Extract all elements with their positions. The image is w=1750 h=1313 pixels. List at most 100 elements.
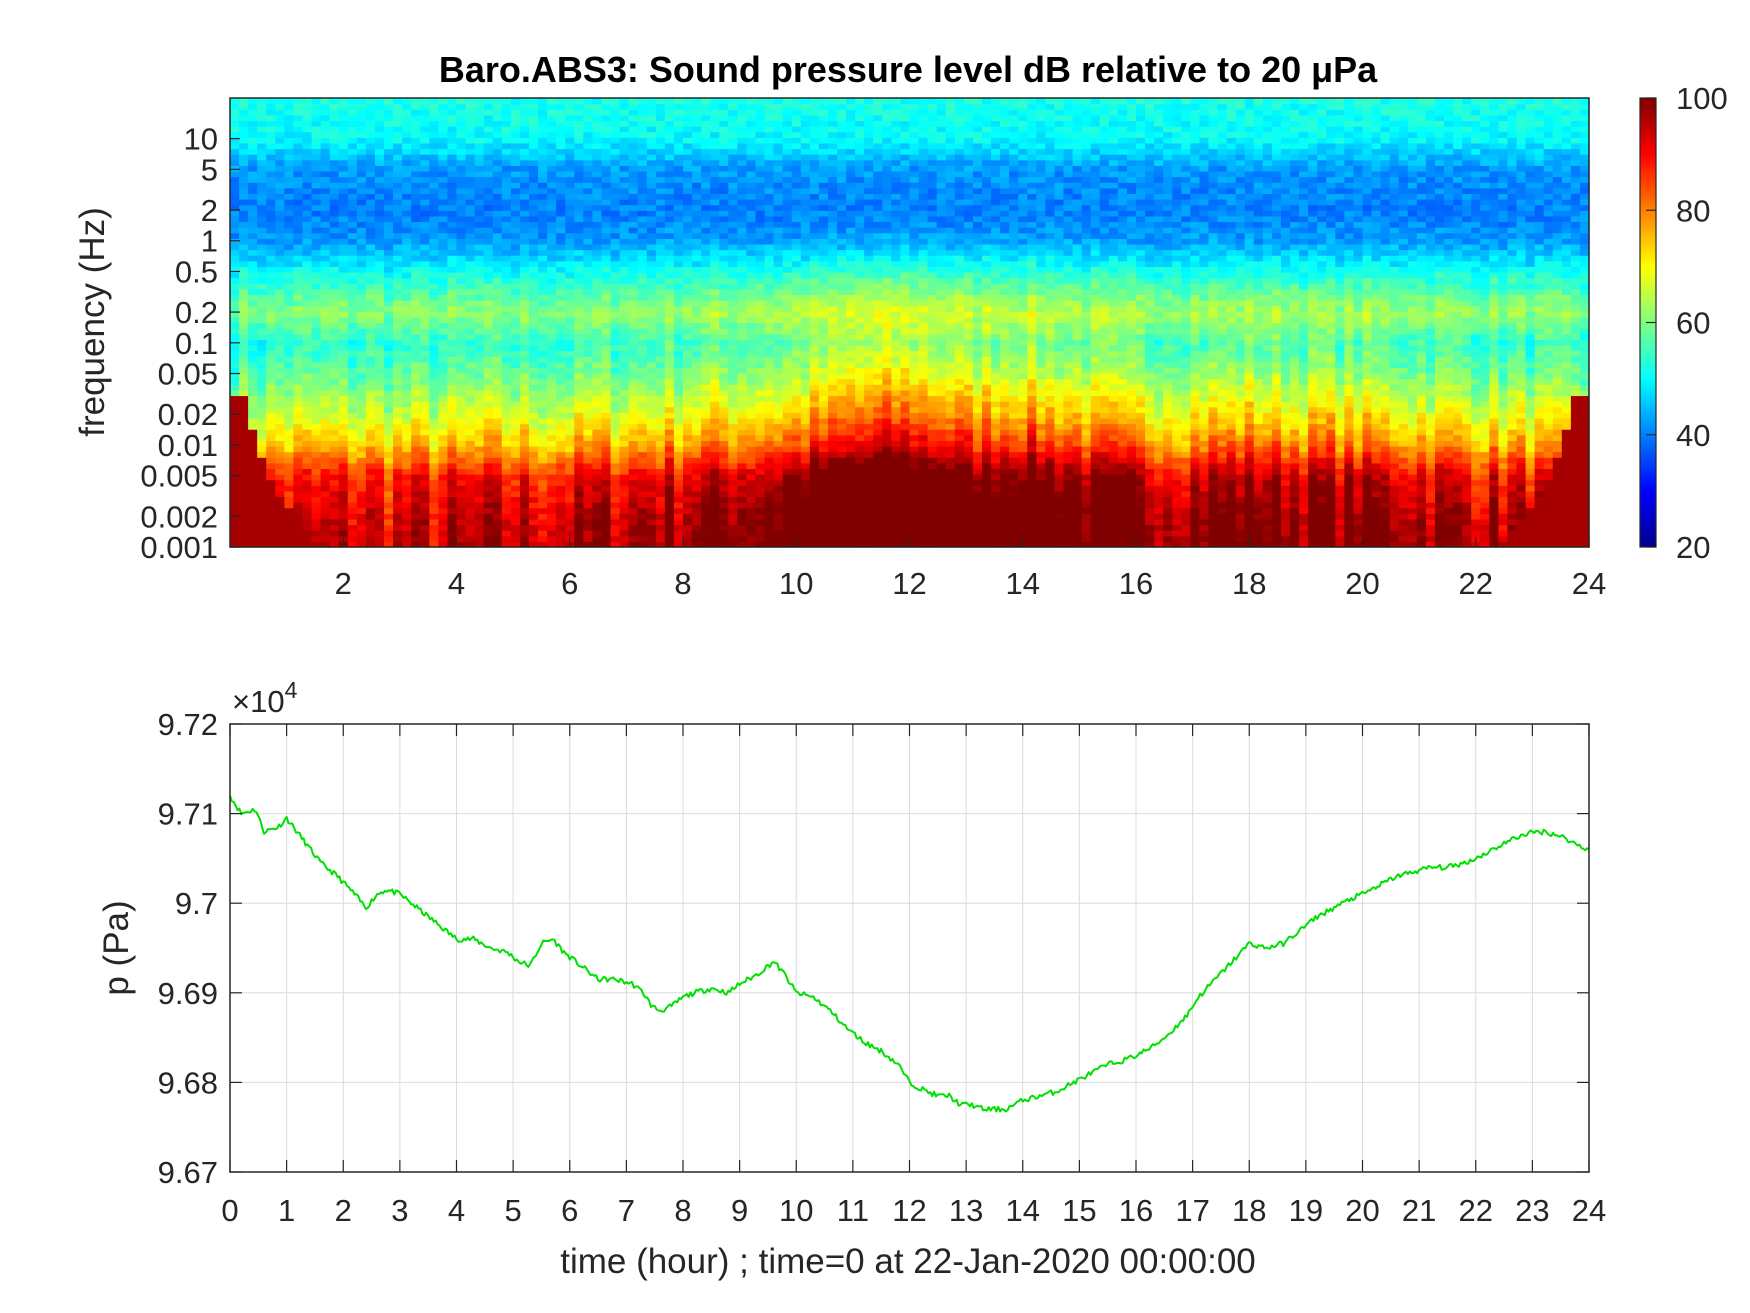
heatmap-cell	[374, 148, 385, 155]
heatmap-cell	[483, 271, 494, 279]
heatmap-cell	[565, 344, 575, 352]
heatmap-cell	[773, 300, 784, 307]
heatmap-cell	[601, 350, 612, 357]
heatmap-cell	[601, 120, 612, 127]
heatmap-cell	[230, 356, 240, 363]
heatmap-cell	[646, 541, 657, 548]
heatmap-cell	[610, 333, 621, 340]
heatmap-cell	[411, 266, 421, 273]
heatmap-cell	[565, 513, 575, 520]
heatmap-cell	[719, 401, 729, 408]
heatmap-cell	[601, 434, 612, 441]
heatmap-cell	[492, 462, 503, 470]
heatmap-cell	[248, 440, 258, 447]
heatmap-cell	[365, 249, 376, 256]
heatmap-cell	[565, 406, 575, 413]
heatmap-cell	[266, 103, 276, 110]
heatmap-cell	[465, 114, 476, 122]
heatmap-cell	[501, 232, 512, 239]
heatmap-cell	[257, 283, 267, 290]
heatmap-cell	[257, 232, 267, 239]
heatmap-cell	[302, 518, 313, 526]
heatmap-cell	[429, 457, 439, 464]
heatmap-cell	[710, 159, 720, 166]
heatmap-cell	[601, 165, 612, 172]
heatmap-cell	[764, 541, 775, 548]
heatmap-cell	[347, 530, 358, 537]
heatmap-cell	[275, 238, 285, 245]
heatmap-cell	[420, 126, 430, 133]
heatmap-cell	[356, 182, 367, 189]
heatmap-cell	[637, 243, 648, 251]
heatmap-cell	[755, 328, 766, 335]
heatmap-cell	[692, 530, 702, 537]
heatmap-cell	[683, 361, 693, 368]
heatmap-cell	[402, 137, 412, 144]
heatmap-cell	[411, 328, 421, 335]
heatmap-cell	[402, 524, 412, 531]
heatmap-cell	[619, 182, 630, 189]
heatmap-cell	[619, 316, 630, 324]
heatmap-cell	[492, 406, 503, 413]
heatmap-cell	[257, 457, 267, 464]
heatmap-cell	[501, 131, 512, 138]
heatmap-cell	[329, 339, 340, 346]
heatmap-cell	[338, 165, 349, 172]
heatmap-cell	[402, 283, 412, 290]
heatmap-cell	[239, 401, 249, 408]
heatmap-cell	[257, 255, 267, 262]
heatmap-cell	[320, 530, 331, 537]
heatmap-cell	[510, 255, 521, 262]
heatmap-cell	[447, 215, 458, 223]
heatmap-cell	[257, 221, 267, 228]
heatmap-cell	[692, 120, 702, 127]
heatmap-cell	[465, 434, 476, 441]
heatmap-cell	[338, 468, 349, 475]
heatmap-cell	[393, 109, 403, 116]
heatmap-cell	[728, 434, 738, 441]
heatmap-cell	[737, 350, 748, 357]
heatmap-cell	[710, 479, 720, 486]
heatmap-cell	[719, 356, 729, 363]
heatmap-cell	[474, 373, 485, 380]
heatmap-cell	[447, 440, 458, 447]
heatmap-cell	[574, 148, 584, 155]
heatmap-cell	[311, 423, 322, 430]
heatmap-cell	[719, 479, 729, 486]
heatmap-cell	[338, 333, 349, 340]
heatmap-cell	[302, 260, 313, 267]
heatmap-cell	[266, 479, 276, 486]
heatmap-cell	[583, 530, 593, 537]
heatmap-cell	[628, 316, 639, 324]
heatmap-cell	[284, 232, 295, 239]
heatmap-cell	[230, 137, 240, 144]
heatmap-cell	[266, 401, 276, 408]
heatmap-cell	[619, 277, 630, 284]
heatmap-cell	[574, 238, 584, 245]
heatmap-cell	[266, 215, 276, 223]
heatmap-cell	[556, 204, 566, 211]
heatmap-cell	[338, 266, 349, 273]
heatmap-cell	[673, 434, 684, 441]
heatmap-cell	[248, 502, 258, 509]
heatmap-cell	[438, 154, 449, 161]
heatmap-cell	[710, 98, 720, 105]
heatmap-cell	[746, 328, 757, 335]
heatmap-cell	[737, 215, 748, 223]
heatmap-cell	[347, 249, 358, 256]
heatmap-cell	[429, 204, 439, 211]
heatmap-cell	[601, 530, 612, 537]
heatmap-cell	[547, 154, 557, 161]
heatmap-cell	[737, 283, 748, 290]
heatmap-cell	[465, 423, 476, 430]
heatmap-cell	[782, 277, 793, 284]
heatmap-cell	[737, 378, 748, 385]
heatmap-cell	[239, 137, 249, 144]
heatmap-cell	[329, 401, 340, 408]
heatmap-cell	[556, 120, 566, 127]
heatmap-cell	[719, 199, 729, 206]
heatmap-cell	[384, 300, 394, 307]
heatmap-cell	[628, 541, 639, 548]
heatmap-cell	[492, 440, 503, 447]
heatmap-cell	[619, 389, 630, 397]
